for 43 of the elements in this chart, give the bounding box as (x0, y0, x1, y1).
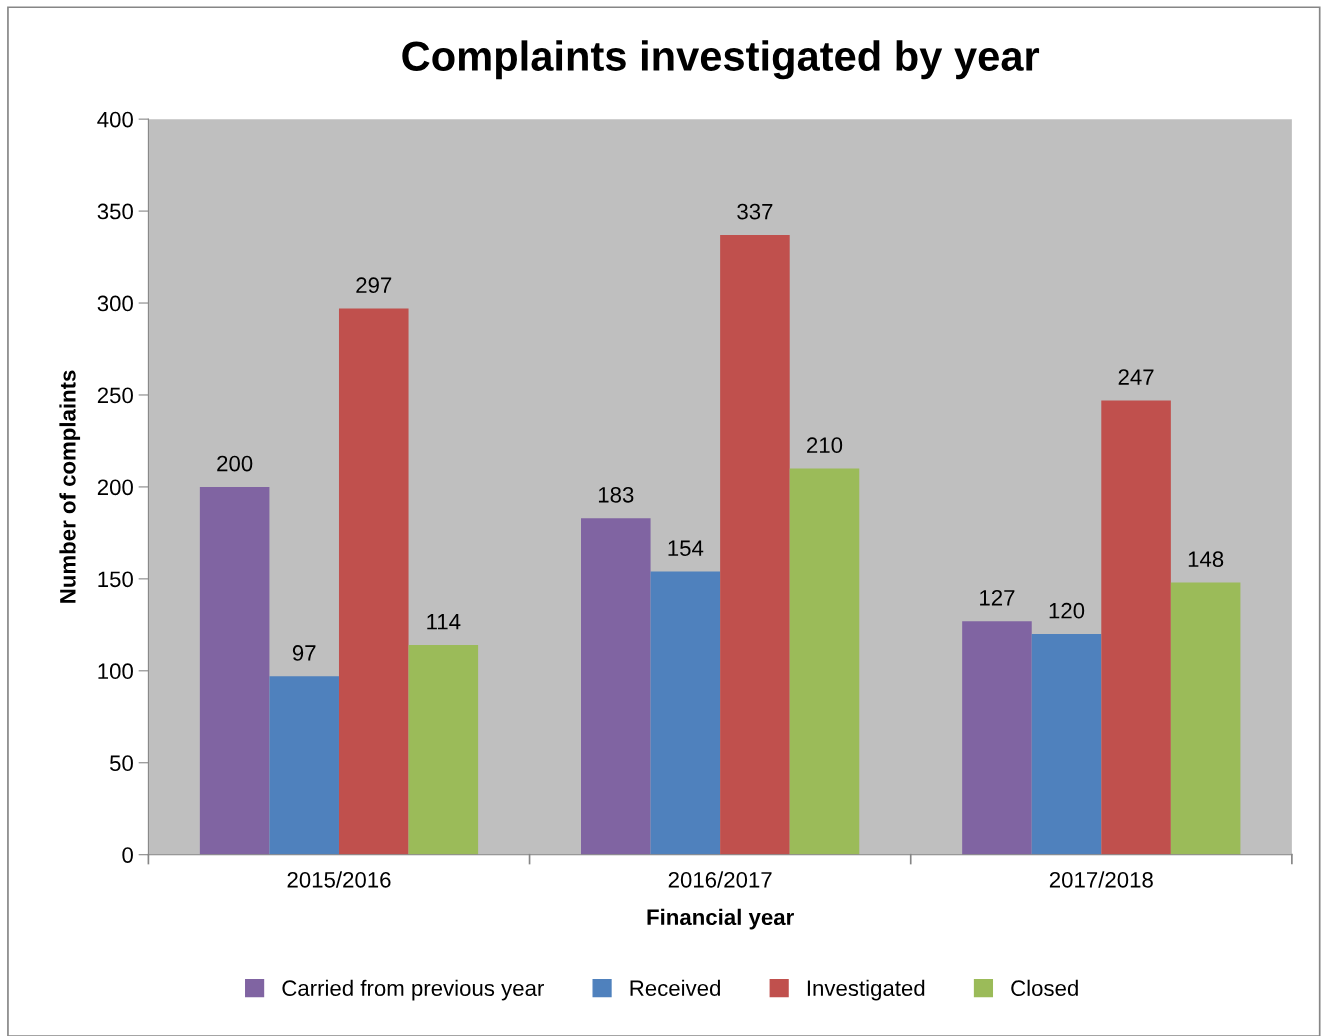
data-label: 200 (217, 455, 253, 472)
y-tick-label: 300 (97, 295, 133, 312)
y-tick-label: 350 (97, 203, 133, 220)
bar (338, 308, 409, 855)
data-label: 148 (1188, 551, 1224, 568)
data-label: 297 (356, 277, 392, 294)
bar (269, 676, 339, 855)
bar (1170, 582, 1241, 855)
x-tick-label: 2016/2017 (668, 871, 772, 888)
data-label: 120 (1049, 602, 1085, 619)
y-tick-label: 50 (109, 755, 133, 772)
y-tick-label: 250 (97, 387, 133, 404)
data-label: 97 (292, 645, 316, 661)
x-axis-title: Financial year (647, 908, 794, 930)
x-tick-label: 2017/2018 (1049, 871, 1153, 888)
bar (789, 468, 860, 855)
x-tick-label: 2015/2016 (287, 871, 391, 888)
y-tick-label: 150 (98, 571, 133, 588)
bar (1031, 634, 1102, 855)
bar (581, 518, 651, 855)
data-label: 114 (427, 614, 461, 630)
bar (720, 234, 790, 855)
legend-label: Closed (1011, 979, 1078, 997)
bar (650, 571, 721, 855)
legend-label: Received (630, 979, 720, 997)
bar (962, 621, 1032, 855)
legend-label: Investigated (807, 979, 925, 1001)
y-axis-title: Number of complaints (59, 370, 81, 603)
data-label: 154 (668, 540, 704, 557)
y-tick-label: 100 (98, 663, 133, 680)
y-tick-label: 200 (97, 479, 133, 496)
y-tick-label: 400 (97, 111, 133, 128)
y-tick-label: 0 (122, 847, 133, 863)
chart-title: Complaints investigated by year (402, 40, 1040, 80)
data-label: 210 (807, 437, 843, 454)
data-label: 183 (598, 486, 634, 503)
data-label: 127 (980, 589, 1015, 606)
bar (1101, 400, 1171, 855)
bar (199, 486, 270, 855)
bar (408, 645, 479, 855)
data-label: 337 (737, 203, 773, 220)
legend-label: Carried from previous year (282, 979, 544, 1001)
data-label: 247 (1118, 369, 1154, 385)
